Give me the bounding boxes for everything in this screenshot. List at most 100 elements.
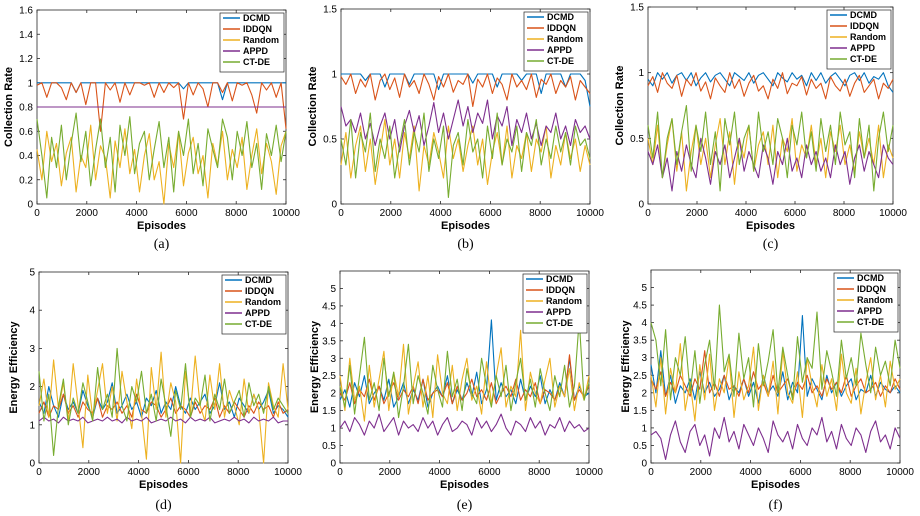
x-tick-label: 10000 bbox=[272, 208, 300, 219]
x-tick-label: 2000 bbox=[690, 467, 713, 478]
legend-label: Random bbox=[546, 296, 582, 306]
x-tick-label: 10000 bbox=[575, 467, 603, 478]
x-tick-label: 4000 bbox=[735, 208, 758, 219]
x-tick-label: 10000 bbox=[879, 208, 907, 219]
y-tick-label: 4 bbox=[29, 306, 35, 317]
legend-label: IDDQN bbox=[546, 285, 575, 295]
y-tick-label: 4.5 bbox=[633, 301, 647, 312]
series-line-appd bbox=[647, 137, 894, 192]
chart-panel-6: 0 2000 4000 6000 8000 10000 0 0.5 1 1.5 2 2.5 3 3.5 4 4… bbox=[620, 269, 914, 513]
legend-label: Random bbox=[850, 32, 886, 42]
series-line-dcmd bbox=[647, 72, 894, 93]
x-tick-label: 6000 bbox=[789, 467, 812, 478]
x-tick-label: 6000 bbox=[479, 208, 502, 219]
legend-label: APPD bbox=[245, 308, 271, 318]
x-tick-label: 8000 bbox=[528, 467, 551, 478]
legend-label: DCMD bbox=[547, 12, 574, 22]
x-tick-label: 0 bbox=[338, 208, 344, 219]
y-tick-label: 1 bbox=[641, 423, 647, 434]
chart-panel-5: 0 2000 4000 6000 8000 10000 0 0.5 1 1.5 2 2.5 3 3.5 4 4… bbox=[309, 270, 603, 513]
y-tick-label: 3 bbox=[641, 353, 647, 364]
legend-label: DCMD bbox=[850, 10, 877, 20]
y-axis-label: Collection Rate bbox=[614, 65, 626, 145]
y-tick-label: 0.5 bbox=[633, 441, 647, 452]
legend-label: IDDQN bbox=[850, 21, 879, 31]
x-tick-label: 8000 bbox=[833, 208, 856, 219]
y-tick-label: 3.5 bbox=[322, 336, 336, 347]
legend-label: DCMD bbox=[245, 275, 272, 285]
y-tick-label: 0 bbox=[29, 459, 35, 470]
series-line-random bbox=[339, 329, 590, 422]
legend-label: APPD bbox=[850, 43, 876, 53]
x-tick-label: 8000 bbox=[839, 467, 862, 478]
legend-label: DCMD bbox=[857, 273, 884, 283]
legend-label: APPD bbox=[857, 306, 883, 316]
x-tick-label: 4000 bbox=[125, 208, 148, 219]
y-tick-label: 0.5 bbox=[322, 441, 336, 452]
series-line-dcmd bbox=[341, 73, 591, 107]
series-line-ct-de bbox=[38, 347, 289, 456]
legend-label: DCMD bbox=[546, 274, 573, 284]
x-tick-label: 6000 bbox=[175, 208, 198, 219]
x-tick-label: 8000 bbox=[227, 467, 250, 478]
x-tick-label: 0 bbox=[34, 208, 40, 219]
series-line-iddqn bbox=[339, 354, 590, 405]
x-tick-label: 0 bbox=[645, 208, 651, 219]
y-tick-label: 5 bbox=[29, 268, 35, 279]
y-axis-label: Collection Rate bbox=[307, 66, 319, 146]
legend-label: Random bbox=[245, 297, 281, 307]
panel-caption: (e) bbox=[457, 498, 473, 513]
legend-label: CT-DE bbox=[546, 318, 573, 328]
y-tick-label: 2.5 bbox=[322, 371, 336, 382]
panel-caption: (c) bbox=[763, 237, 779, 252]
y-tick-label: 3.5 bbox=[633, 336, 647, 347]
series-line-iddqn bbox=[36, 82, 287, 132]
series-line-appd bbox=[650, 416, 901, 461]
y-tick-label: 1 bbox=[331, 70, 337, 81]
y-tick-label: 1.5 bbox=[322, 406, 336, 417]
chart-panel-2: 0 2000 4000 6000 8000 10000 0 0.5 1 1.5 DCMDIDDQNR… bbox=[307, 5, 604, 253]
y-tick-label: 1.5 bbox=[630, 3, 644, 14]
series-line-ct-de bbox=[647, 104, 894, 192]
y-tick-label: 0 bbox=[27, 200, 33, 211]
y-tick-label: 1 bbox=[638, 68, 644, 79]
series-line-random bbox=[650, 343, 901, 422]
x-axis-label: Episodes bbox=[746, 220, 795, 232]
x-tick-label: 4000 bbox=[428, 467, 451, 478]
y-tick-label: 1.2 bbox=[19, 54, 33, 65]
legend-label: CT-DE bbox=[857, 317, 884, 327]
x-tick-label: 4000 bbox=[429, 208, 452, 219]
x-axis-label: Episodes bbox=[139, 479, 188, 491]
x-tick-label: 6000 bbox=[478, 467, 501, 478]
legend-label: Random bbox=[547, 34, 583, 44]
x-axis-label: Episodes bbox=[751, 479, 800, 491]
y-tick-label: 2 bbox=[641, 388, 647, 399]
x-tick-label: 2000 bbox=[76, 208, 99, 219]
y-tick-label: 0.6 bbox=[19, 127, 33, 138]
series-line-iddqn bbox=[340, 73, 591, 108]
legend-label: CT-DE bbox=[850, 54, 877, 64]
y-tick-label: 1.5 bbox=[323, 5, 337, 16]
series-line-ct-de bbox=[650, 304, 901, 408]
y-tick-label: 1.6 bbox=[19, 6, 33, 17]
series-line-appd bbox=[339, 413, 590, 436]
y-tick-label: 1.4 bbox=[19, 30, 33, 41]
panel-caption: (a) bbox=[154, 237, 170, 252]
y-tick-label: 1 bbox=[29, 420, 35, 431]
panel-caption: (d) bbox=[155, 498, 172, 513]
legend-label: IDDQN bbox=[243, 24, 272, 34]
series-line-dcmd bbox=[38, 382, 289, 418]
legend-label: CT-DE bbox=[243, 57, 270, 67]
y-tick-label: 0 bbox=[330, 459, 336, 470]
y-tick-label: 5 bbox=[641, 283, 647, 294]
panel-caption: (f) bbox=[769, 498, 783, 513]
series-line-ct-de bbox=[339, 319, 590, 419]
legend-label: APPD bbox=[547, 45, 573, 55]
y-tick-label: 3 bbox=[330, 354, 336, 365]
y-tick-label: 0.8 bbox=[19, 103, 33, 114]
series-line-random bbox=[36, 124, 287, 205]
